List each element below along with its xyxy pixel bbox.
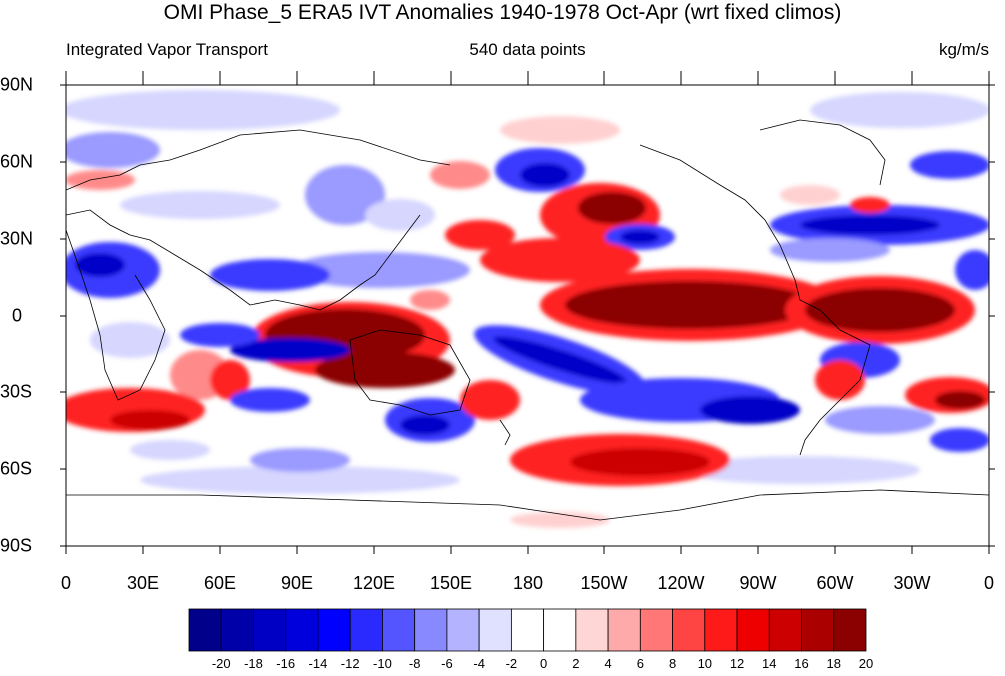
colorbar-swatch xyxy=(446,608,480,652)
colorbar-tick-label: 2 xyxy=(572,656,580,671)
lat-label-90n: 90N xyxy=(0,74,34,95)
colorbar-tick-label: 18 xyxy=(826,656,841,671)
data-count-label: 540 data points xyxy=(469,40,586,59)
colorbar-tick-label: 12 xyxy=(729,656,745,671)
colorbar-tick-label: 20 xyxy=(858,656,874,671)
colorbar-swatch xyxy=(704,608,738,652)
colorbar-tick-label: 10 xyxy=(697,656,713,671)
colorbar-swatch xyxy=(607,608,641,652)
lat-label-eq: 0 xyxy=(12,305,23,326)
lon-label-150e: 150E xyxy=(429,573,473,593)
lat-label-90s: 90S xyxy=(0,535,33,556)
lon-label-60w: 60W xyxy=(816,573,854,593)
colorbar-swatch xyxy=(768,608,802,652)
colorbar-tick-label: -8 xyxy=(408,656,421,671)
colorbar-tick-label: 14 xyxy=(762,656,777,671)
lat-label-30n: 30N xyxy=(0,228,34,249)
lon-label-120e: 120E xyxy=(352,573,396,593)
colorbar-swatch xyxy=(349,608,383,652)
colorbar-tick-label: 8 xyxy=(668,656,677,671)
colorbar-swatch xyxy=(575,608,609,652)
colorbar-swatch xyxy=(801,608,835,652)
colorbar-tick-label: -10 xyxy=(373,656,392,671)
anomaly-field xyxy=(66,85,989,546)
coastlines xyxy=(66,119,989,521)
lon-label-0: 0 xyxy=(60,573,72,593)
lat-label-60n: 60N xyxy=(0,151,34,172)
colorbar-tick-label: 0 xyxy=(539,656,548,671)
lat-label-30s: 30S xyxy=(0,381,33,402)
lon-label-180: 180 xyxy=(512,573,544,593)
lon-label-30w: 30W xyxy=(893,573,931,593)
variable-label: Integrated Vapor Transport xyxy=(66,40,268,59)
lon-label-30e: 30E xyxy=(126,573,160,593)
colorbar-swatch xyxy=(672,608,706,652)
lon-label-120w: 120W xyxy=(657,573,705,593)
lon-label-90w: 90W xyxy=(739,573,777,593)
colorbar-tick-label: -14 xyxy=(308,656,328,671)
lon-label-90e: 90E xyxy=(280,573,314,593)
colorbar-swatch xyxy=(478,608,512,652)
colorbar-swatch xyxy=(317,608,351,652)
colorbar xyxy=(188,608,867,652)
colorbar-swatch xyxy=(833,608,867,652)
colorbar-swatch xyxy=(414,608,448,652)
colorbar-tick-label: 4 xyxy=(604,656,612,671)
colorbar-tick-label: 6 xyxy=(636,656,644,671)
colorbar-tick-label: -4 xyxy=(473,656,485,671)
colorbar-tick-label: -2 xyxy=(505,656,518,671)
colorbar-tick-label: -12 xyxy=(340,656,360,671)
colorbar-tick-label: -16 xyxy=(276,656,296,671)
colorbar-tick-label: -20 xyxy=(211,656,231,671)
colorbar-swatch xyxy=(220,608,254,652)
colorbar-swatch xyxy=(543,608,577,652)
colorbar-tick-label: -6 xyxy=(441,656,453,671)
lon-label-60e: 60E xyxy=(203,573,237,593)
colorbar-swatch xyxy=(382,608,416,652)
colorbar-swatch xyxy=(285,608,319,652)
units-label: kg/m/s xyxy=(938,40,989,59)
colorbar-swatch xyxy=(253,608,287,652)
lat-label-60s: 60S xyxy=(0,458,33,479)
lon-label-150w: 150W xyxy=(580,573,628,593)
colorbar-swatch xyxy=(736,608,770,652)
colorbar-tick-label: 16 xyxy=(794,656,809,671)
colorbar-swatch xyxy=(510,608,545,652)
axis-ticks xyxy=(60,71,995,554)
map-title: OMI Phase_5 ERA5 IVT Anomalies 1940-1978… xyxy=(163,1,842,24)
lon-label-0-end: 0 xyxy=(983,573,995,593)
colorbar-tick-label: -18 xyxy=(244,656,263,671)
colorbar-swatch xyxy=(639,608,673,652)
colorbar-swatch xyxy=(188,608,222,652)
